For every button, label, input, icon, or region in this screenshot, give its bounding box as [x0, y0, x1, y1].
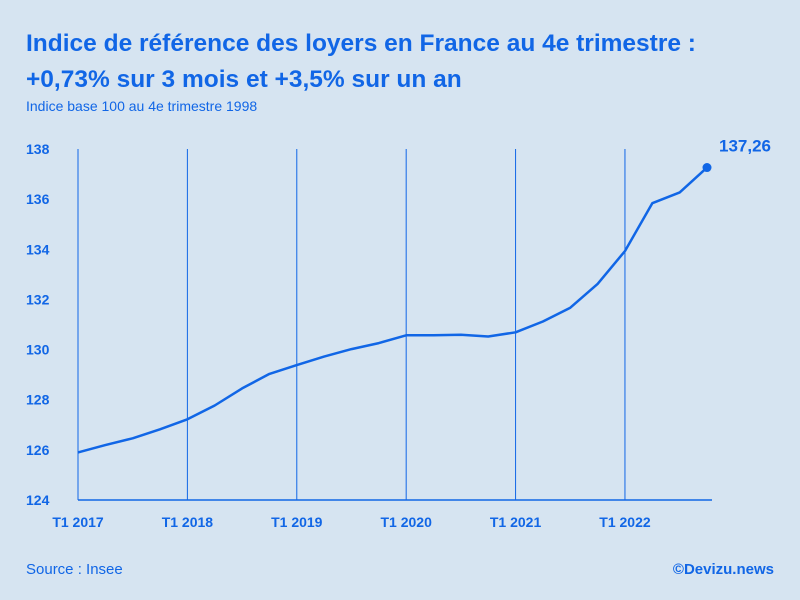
y-tick-label: 126	[26, 442, 50, 458]
x-tick-label: T1 2018	[162, 514, 214, 530]
series-line	[77, 166, 708, 454]
x-tick-label: T1 2020	[380, 514, 432, 530]
y-axis-ticks: 124 126 128 130 132 134 136 138	[26, 141, 50, 508]
y-tick-label: 138	[26, 141, 50, 157]
x-tick-label: T1 2019	[271, 514, 323, 530]
chart-title: Indice de référence des loyers en France…	[26, 26, 786, 98]
chart-subtitle: Indice base 100 au 4e trimestre 1998	[26, 98, 258, 114]
x-tick-label: T1 2022	[599, 514, 651, 530]
series-end-point	[702, 163, 712, 173]
y-tick-label: 136	[26, 191, 50, 207]
title-line-1: Indice de référence des loyers en France…	[26, 30, 696, 57]
series-layer: 137,26	[77, 137, 771, 454]
x-tick-label: T1 2017	[52, 514, 104, 530]
y-tick-label: 130	[26, 342, 50, 358]
credit-note: ©Devizu.news	[672, 561, 774, 578]
x-tick-label: T1 2021	[490, 514, 542, 530]
x-axis-ticks: T1 2017 T1 2018 T1 2019 T1 2020 T1 2021 T1 20…	[52, 514, 651, 530]
y-tick-label: 132	[26, 291, 50, 307]
y-tick-label: 124	[26, 492, 50, 508]
title-line-2: +0,73% sur 3 mois et +3,5% sur un an	[26, 66, 462, 93]
gridlines	[77, 149, 626, 500]
source-note: Source : Insee	[26, 561, 123, 578]
y-tick-label: 134	[26, 241, 50, 257]
y-tick-label: 128	[26, 392, 50, 408]
end-value-label: 137,26	[719, 137, 771, 156]
